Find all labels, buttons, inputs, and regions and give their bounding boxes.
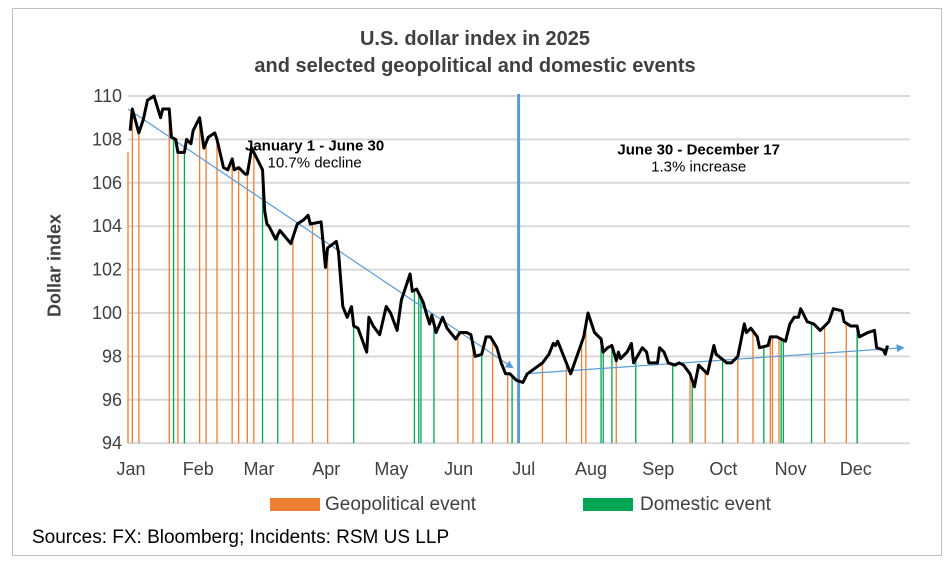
y-tick-label: 106 (92, 173, 122, 193)
dollar-index-line (128, 94, 889, 389)
x-tick-label: Sep (642, 459, 674, 479)
trend-line (525, 344, 905, 375)
x-tick-label: Oct (709, 459, 737, 479)
x-tick-label: Jul (512, 459, 535, 479)
legend-swatch-geopolitical (270, 498, 320, 511)
x-tick-label: Apr (312, 459, 340, 479)
chart-border (12, 8, 942, 556)
trend-line (127, 108, 514, 369)
y-tick-label: 100 (92, 303, 122, 323)
y-tick-label: 104 (92, 216, 122, 236)
y-tick-label: 102 (92, 260, 122, 280)
x-tick-label: Aug (575, 459, 607, 479)
chart-title: U.S. dollar index in 2025 (359, 28, 591, 50)
y-tick-label: 110 (93, 86, 122, 106)
chart-subtitle: and selected geopolitical and domestic e… (254, 55, 696, 77)
x-tick-label: Mar (244, 459, 275, 479)
x-tick-label: Jun (444, 459, 473, 479)
source-note: Sources: FX: Bloomberg; Incidents: RSM U… (32, 527, 450, 548)
legend-swatch-domestic (583, 498, 633, 511)
x-tick-label: May (374, 459, 408, 479)
legend-label-geopolitical: Geopolitical event (325, 494, 477, 515)
x-tick-label: Jan (116, 459, 145, 479)
annotation-title: January 1 - June 30 (245, 137, 384, 154)
annotation-text: 1.3% increase (651, 159, 746, 176)
y-tick-label: 96 (102, 390, 122, 410)
y-tick-label: 98 (102, 346, 122, 366)
x-tick-label: Dec (840, 459, 872, 479)
y-tick-label: 108 (92, 129, 122, 149)
annotation-title: June 30 - December 17 (617, 142, 780, 159)
y-tick-label: 94 (102, 433, 122, 453)
x-tick-label: Nov (775, 459, 807, 479)
legend-label-domestic: Domestic event (640, 494, 771, 515)
annotation-text: 10.7% decline (268, 154, 362, 171)
x-tick-label: Feb (183, 459, 214, 479)
